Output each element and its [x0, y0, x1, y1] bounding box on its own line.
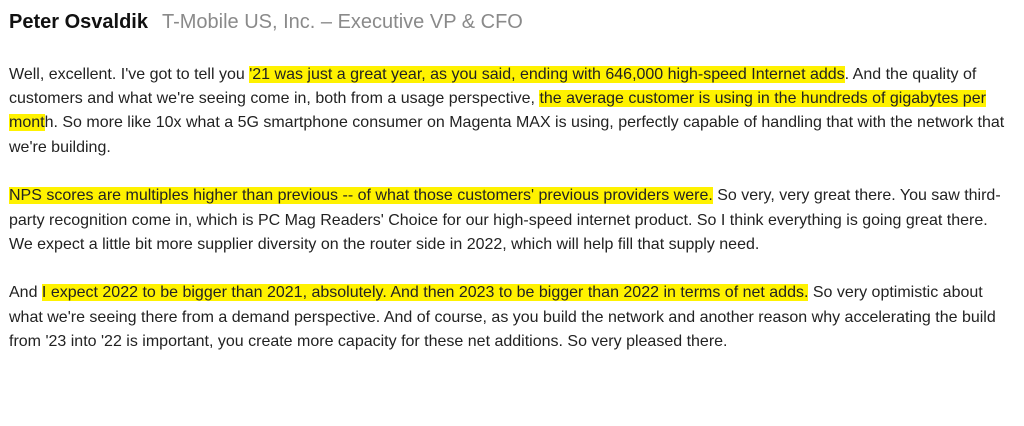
speaker-header: Peter Osvaldik T-Mobile US, Inc. – Execu… [9, 11, 1014, 41]
highlighted-text-segment: I expect 2022 to be bigger than 2021, ab… [41, 284, 809, 302]
speaker-role: T-Mobile US, Inc. – Executive VP & CFO [161, 11, 523, 33]
text-segment: So very optimistic about what we're seei… [9, 284, 996, 350]
highlighted-text-segment: '21 was just a great year, as you said, … [249, 66, 845, 83]
text-segment: . And the quality of customers and what … [9, 66, 977, 108]
text-segment: So very, very great there. You saw third… [9, 187, 1001, 253]
highlighted-text-segment: NPS scores are multiples higher than pre… [9, 187, 713, 205]
transcript-paragraph: And I expect 2022 to be bigger than 2021… [9, 281, 1014, 354]
transcript-block: Peter Osvaldik T-Mobile US, Inc. – Execu… [9, 11, 1014, 354]
transcript-paragraph: Well, excellent. I've got to tell you '2… [9, 63, 1014, 160]
text-segment: And [9, 284, 42, 302]
text-segment: Well, excellent. I've got to tell you [9, 66, 250, 83]
speaker-name: Peter Osvaldik [9, 11, 148, 33]
transcript-paragraph: NPS scores are multiples higher than pre… [9, 184, 1014, 257]
text-segment: h. So more like 10x what a 5G smartphone… [9, 114, 1005, 156]
